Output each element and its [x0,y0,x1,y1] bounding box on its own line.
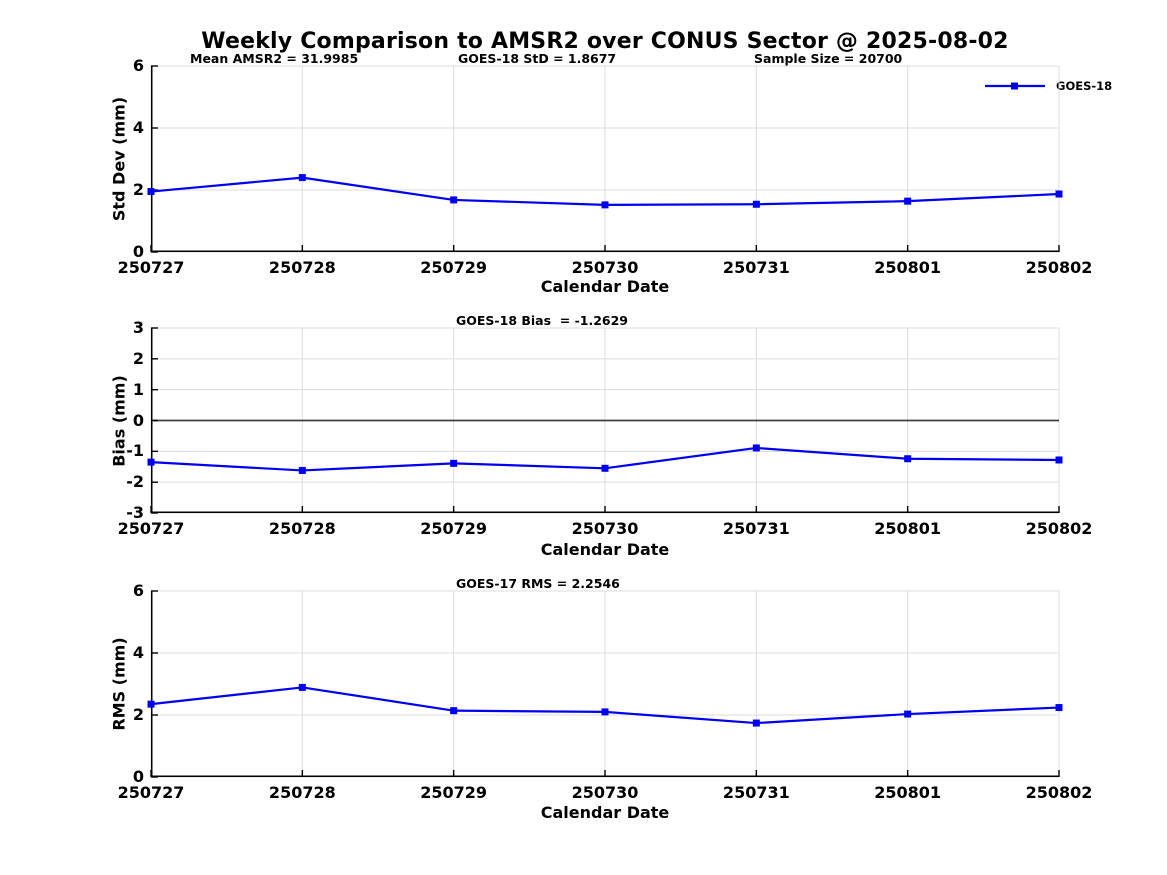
y-tick-label: 4 [132,643,144,662]
y-tick-label: 1 [132,379,144,399]
annotation-sample-size: Sample Size = 20700 [754,51,903,66]
y-tick-label: -3 [126,503,144,522]
y-tick-label: 0 [132,410,144,430]
x-tick-label: 250727 [117,783,185,802]
y-tick-label: 2 [132,705,144,724]
x-tick-label: 250727 [117,258,185,277]
x-tick-label: 250729 [420,258,488,277]
x-tick-label: 250801 [874,783,942,802]
y-tick-label: 4 [132,118,144,137]
stddev-subplot [147,65,1063,253]
annotation-goes18-bias: GOES-18 Bias = -1.2629 [456,313,629,328]
x-tick-label: 250730 [571,519,639,538]
y-tick-label: 6 [132,56,144,75]
x-tick-label: 250728 [268,258,336,277]
figure-title: Weekly Comparison to AMSR2 over CONUS Se… [201,29,1009,54]
x-tick-label: 250801 [874,258,942,277]
y-tick-label: -1 [126,441,144,461]
legend: GOES-18 [983,79,1113,93]
y-tick-label: 2 [132,180,144,199]
x-tick-label: 250729 [420,519,488,538]
rms-subplot [147,590,1063,778]
legend-line-marker-icon [985,82,1045,90]
stddev-y-axis-label: Std Dev (mm) [109,96,129,222]
annotation-goes18-std: GOES-18 StD = 1.8677 [458,51,617,66]
x-tick-label: 250731 [722,783,790,802]
annotation-mean-amsr2: Mean AMSR2 = 31.9985 [190,51,359,66]
y-tick-label: 2 [132,348,144,368]
x-tick-label: 250727 [117,519,185,538]
y-tick-label: -2 [126,472,144,492]
x-tick-label: 250729 [420,783,488,802]
y-tick-label: 0 [132,767,144,786]
legend-label: GOES-18 [1056,79,1113,93]
x-tick-label: 250731 [722,258,790,277]
x-tick-label: 250802 [1025,519,1093,538]
x-tick-label: 250730 [571,258,639,277]
bias-x-axis-label: Calendar Date [540,540,670,559]
x-tick-label: 250728 [268,783,336,802]
x-tick-label: 250802 [1025,783,1093,802]
x-tick-label: 250730 [571,783,639,802]
stddev-x-axis-label: Calendar Date [540,277,670,296]
x-tick-label: 250731 [722,519,790,538]
x-tick-label: 250801 [874,519,942,538]
y-tick-label: 6 [132,581,144,600]
annotation-goes17-rms: GOES-17 RMS = 2.2546 [456,576,620,591]
bias-subplot [147,327,1063,514]
x-tick-label: 250728 [268,519,336,538]
y-tick-label: 3 [132,318,144,337]
y-tick-label: 0 [132,242,144,261]
rms-x-axis-label: Calendar Date [540,803,670,822]
x-tick-label: 250802 [1025,258,1093,277]
